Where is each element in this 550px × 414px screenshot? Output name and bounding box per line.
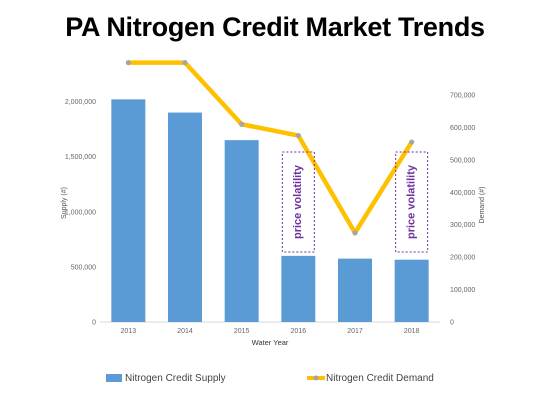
y2-axis-ticks: 0 100,000 200,000 300,000 400,000 500,000 600,… — [450, 93, 475, 327]
demand-point — [182, 60, 188, 66]
y-tick-label: 1,000,000 — [65, 209, 96, 216]
y2-tick-label: 0 — [450, 320, 454, 327]
volatility-box — [395, 151, 429, 253]
annotations: price volatility price volatility — [281, 151, 429, 253]
supply-bar — [281, 255, 316, 322]
y-tick-label: 500,000 — [71, 264, 96, 271]
y2-tick-label: 700,000 — [450, 93, 475, 100]
y2-tick-label: 200,000 — [450, 255, 475, 262]
chart-title: PA Nitrogen Credit Market Trends — [65, 12, 485, 42]
y-tick-label: 2,000,000 — [65, 99, 96, 106]
demand-point — [409, 139, 415, 145]
y2-axis-label: Demand (#) — [479, 187, 486, 224]
supply-bar — [168, 112, 202, 322]
y2-tick-label: 400,000 — [450, 190, 475, 197]
supply-bar — [394, 259, 429, 322]
x-axis-label: Water Year — [252, 338, 289, 347]
volatility-box — [281, 151, 315, 253]
legend-demand-marker — [313, 375, 319, 381]
supply-bar — [111, 99, 146, 323]
x-tick-label: 2016 — [291, 328, 307, 335]
y2-tick-label: 100,000 — [450, 287, 475, 294]
supply-bar — [224, 140, 259, 322]
y-axis-ticks: 0 500,000 1,000,000 1,500,000 2,000,000 — [65, 99, 96, 326]
demand-point — [239, 121, 245, 127]
y2-tick-label: 500,000 — [450, 157, 475, 164]
volatility-label: price volatility — [406, 164, 418, 239]
x-tick-label: 2018 — [404, 328, 420, 335]
demand-point — [125, 60, 131, 66]
legend-demand-label: Nitrogen Credit Demand — [326, 373, 434, 384]
y2-tick-label: 300,000 — [450, 222, 475, 229]
legend-supply-label: Nitrogen Credit Supply — [125, 373, 226, 384]
x-tick-label: 2014 — [177, 328, 193, 335]
y2-tick-label: 600,000 — [450, 125, 475, 132]
x-tick-label: 2015 — [234, 328, 250, 335]
demand-line — [126, 60, 414, 236]
legend: Nitrogen Credit Supply Nitrogen Credit D… — [106, 373, 434, 384]
y-axis-label: Supply (#) — [61, 187, 68, 219]
x-tick-label: 2013 — [121, 328, 137, 335]
y-tick-label: 1,500,000 — [65, 154, 96, 161]
x-axis-ticks: 2013 2014 2015 2016 2017 2018 — [121, 328, 420, 335]
supply-bars — [111, 99, 429, 323]
volatility-label: price volatility — [292, 164, 304, 239]
supply-bar — [338, 258, 372, 322]
demand-point — [352, 230, 358, 236]
demand-point — [295, 132, 301, 139]
y-tick-label: 0 — [92, 320, 96, 327]
x-tick-label: 2017 — [347, 328, 363, 335]
demand-line-group — [125, 60, 415, 236]
legend-supply-swatch — [106, 374, 122, 382]
